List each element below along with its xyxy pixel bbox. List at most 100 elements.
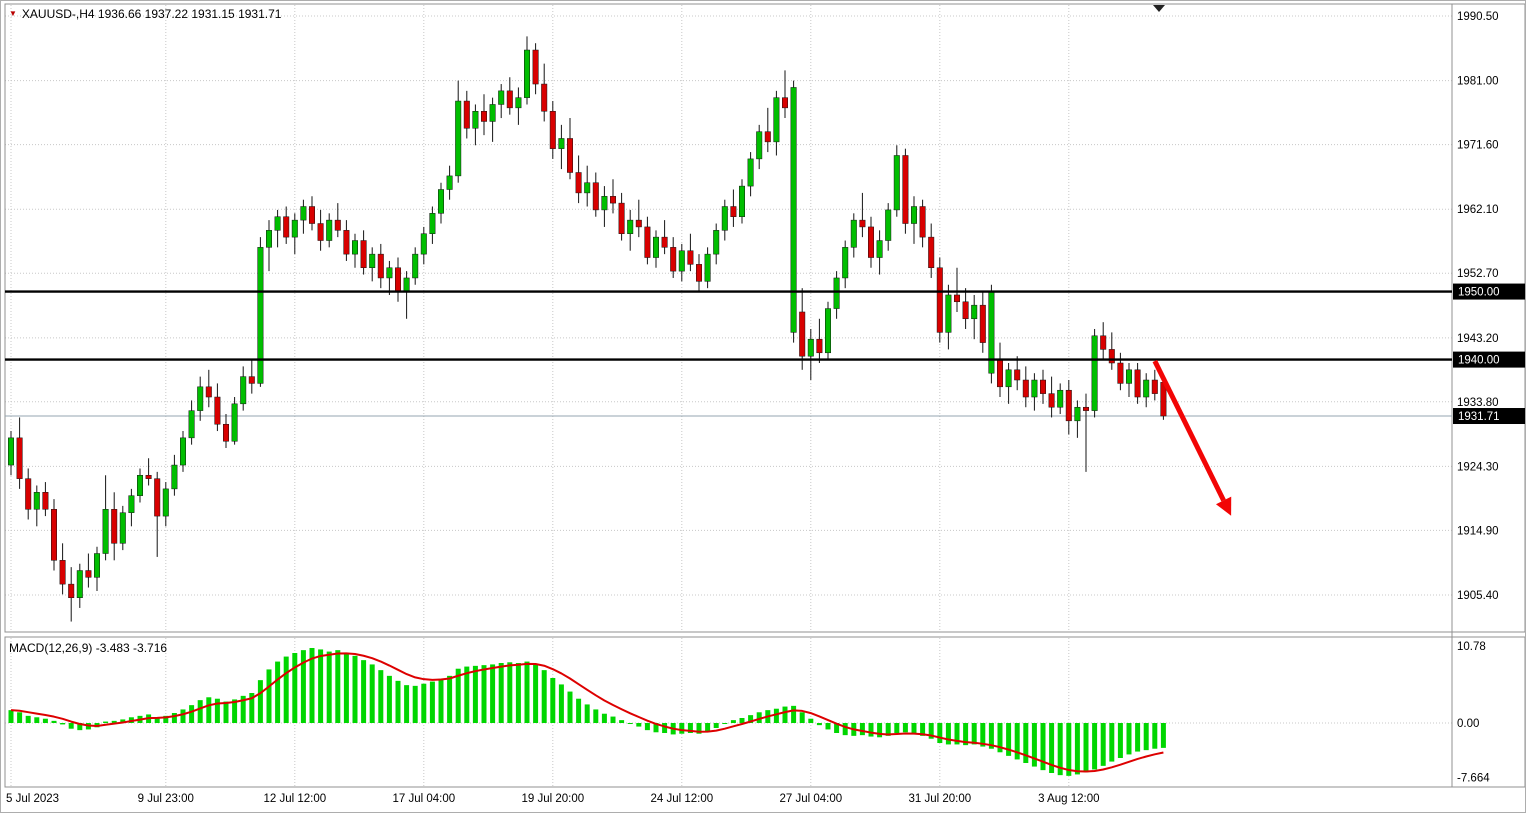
macd-histogram-bar [404, 685, 410, 723]
macd-histogram-bar [859, 723, 865, 736]
candle-down [919, 206, 926, 238]
candle-down [799, 311, 806, 357]
candle-up [300, 206, 307, 221]
candle-down [463, 100, 470, 129]
date-label: 3 Aug 12:00 [1038, 793, 1099, 805]
candle-down [248, 376, 255, 384]
macd-histogram-bar [77, 723, 83, 731]
candle-up [137, 475, 143, 496]
main-pane-border [4, 3, 1525, 633]
candle-down [145, 475, 152, 479]
macd-histogram-bar [808, 718, 814, 723]
trend-arrow-head[interactable] [1215, 496, 1232, 516]
candle-up [352, 240, 358, 255]
candle-up [33, 492, 40, 510]
candle-down [395, 267, 401, 292]
macd-histogram-bar [533, 664, 539, 723]
candle-up [876, 240, 883, 258]
macd-histogram-bar [894, 723, 900, 734]
candle-up [653, 236, 659, 258]
macd-histogram-bar [103, 721, 109, 723]
macd-histogram-bar [1092, 723, 1098, 770]
macd-histogram-bar [318, 649, 324, 723]
macd-histogram-bar [412, 685, 418, 723]
candle-up [584, 182, 591, 194]
macd-histogram-bar [1023, 723, 1029, 764]
candle-down [1065, 389, 1072, 422]
date-label: 17 Jul 04:00 [392, 793, 455, 805]
macd-histogram-bar [455, 668, 461, 723]
candle-up [489, 104, 496, 122]
macd-histogram-bar [1160, 723, 1166, 748]
candle-down [592, 182, 599, 211]
candle-up [704, 253, 711, 282]
macd-pane-border [4, 636, 1525, 788]
candle-down [42, 492, 49, 510]
candle-down [962, 301, 969, 320]
macd-indicator-label: MACD(12,26,9) -3.483 -3.716 [9, 641, 168, 655]
candle-down [283, 216, 290, 238]
candle-down [506, 90, 513, 109]
macd-histogram-bar [352, 655, 358, 723]
candle-down [670, 247, 677, 272]
macd-histogram-bar [309, 647, 315, 723]
macd-histogram-bar [472, 665, 478, 723]
chart-title: ▼ XAUUSD-,H4 1936.66 1937.22 1931.15 193… [9, 7, 281, 21]
candle-down [661, 236, 668, 248]
candle-down [936, 267, 943, 333]
trend-arrow-line[interactable] [1152, 359, 1226, 502]
date-label: 12 Jul 12:00 [263, 793, 326, 805]
macd-histogram-bar [300, 650, 306, 723]
price-tick-label: 1924.30 [1457, 461, 1499, 473]
macd-histogram-bar [730, 720, 736, 723]
macd-histogram-bar [1100, 723, 1106, 766]
chart-shift-marker-icon[interactable] [1153, 5, 1165, 12]
candle-down [1100, 335, 1107, 350]
macd-histogram-bar [945, 723, 951, 745]
macd-histogram-bar [791, 705, 797, 723]
candle-up [472, 111, 479, 129]
price-tick-label: 1933.80 [1457, 397, 1499, 409]
candle-down [360, 240, 367, 268]
macd-histogram-bar [524, 661, 530, 723]
macd-histogram-bar [42, 718, 48, 723]
candle-down [730, 206, 737, 217]
candle-down [1022, 379, 1029, 398]
macd-histogram-bar [773, 708, 779, 723]
candle-up [420, 233, 427, 255]
candle-down [979, 304, 986, 343]
macd-histogram-bar [1014, 723, 1020, 760]
macd-signal-line [10, 652, 1164, 773]
candle-up [825, 308, 831, 354]
candle-up [721, 206, 728, 231]
macd-histogram-bar [825, 723, 831, 730]
macd-histogram-bar [662, 723, 668, 734]
macd-histogram-bar [283, 656, 289, 723]
candle-up [945, 294, 952, 333]
candle-up [1005, 369, 1012, 388]
macd-tick-label: 10.78 [1457, 641, 1486, 653]
macd-histogram-bar [971, 723, 977, 745]
candle-down [1117, 362, 1124, 384]
macd-histogram-bar [550, 677, 556, 723]
price-tick-label: 1952.70 [1457, 268, 1499, 280]
macd-histogram-bar [687, 723, 693, 734]
candle-down [214, 396, 221, 425]
macd-histogram-bar [1006, 723, 1012, 756]
macd-histogram-bar [189, 705, 195, 723]
macd-histogram-bar [171, 712, 177, 723]
macd-histogram-bar [421, 683, 427, 723]
macd-histogram-bar [576, 698, 582, 723]
macd-histogram-bar [541, 670, 547, 723]
candle-down [532, 49, 539, 85]
candle-up [807, 338, 814, 357]
macd-histogram-bar [8, 710, 14, 723]
candle-down [618, 202, 625, 234]
macd-histogram-bar [68, 723, 74, 729]
current-price-box [1453, 408, 1525, 425]
macd-histogram-bar [696, 723, 702, 734]
macd-histogram-bar [1040, 723, 1046, 771]
macd-histogram-bar [335, 650, 341, 723]
price-tick-label: 1914.90 [1457, 525, 1499, 537]
